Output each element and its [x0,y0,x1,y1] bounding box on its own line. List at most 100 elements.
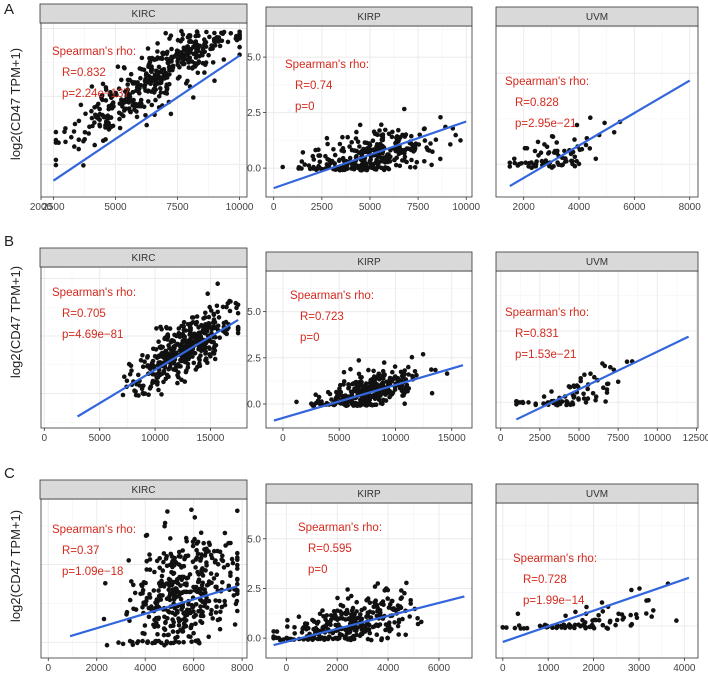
data-point [385,587,391,593]
data-point [194,47,199,53]
data-point [348,389,354,395]
data-point [231,593,237,598]
data-point [402,154,408,160]
data-point [338,382,343,388]
data-point [140,364,146,370]
x-tick-label: 10000 [452,202,480,213]
x-tick-label: 0 [280,433,286,444]
data-point [576,397,581,402]
data-point [390,369,395,375]
data-point [371,374,377,379]
data-point [406,386,412,391]
data-point [366,627,372,632]
data-point [181,639,186,645]
data-point [600,609,606,614]
data-point [175,37,181,43]
data-point [611,130,617,135]
data-point [206,314,212,320]
data-point [433,137,439,142]
spearman-header: Spearman's rho: [298,522,382,534]
data-point [206,579,212,584]
data-point [344,607,350,613]
data-point [329,158,335,164]
data-point [103,581,108,586]
data-point [221,57,227,62]
data-point [215,323,221,329]
data-point [237,31,242,37]
data-point [410,145,415,150]
data-point [164,84,169,90]
data-point [121,113,126,119]
data-point [122,65,127,71]
data-point [178,627,183,633]
data-point [328,617,334,623]
data-point [186,356,191,362]
data-point [176,618,182,624]
x-tick-label: 1000 [537,663,560,674]
x-tick-label: 8000 [231,663,254,674]
data-point [568,151,574,157]
data-point [210,616,215,621]
data-point [348,366,353,372]
x-tick-label: 0 [498,433,504,444]
data-point [332,152,338,158]
data-point [522,145,528,151]
data-point [207,346,212,352]
data-point [159,371,165,377]
data-point [235,557,240,562]
data-point [340,603,346,609]
data-point [158,90,164,95]
data-point [554,625,559,631]
data-point [149,55,155,61]
data-point [181,57,186,63]
y-axis-label-c: log2(CD47 TPM+1) [8,510,23,622]
x-tick-label: 5000 [328,433,351,444]
data-point [132,590,138,596]
data-point [179,577,184,583]
x-tick-label: 0 [284,663,290,674]
data-point [327,391,333,397]
data-point [202,603,207,609]
x-tick-label: 7500 [407,202,430,213]
data-point [153,97,158,103]
spearman-r-value: R=0.723 [300,311,344,323]
data-point [217,598,222,604]
data-point [78,102,84,108]
data-point [161,559,166,565]
data-point [317,611,323,617]
data-point [220,580,225,585]
x-tick-label: 7500 [607,433,630,444]
data-point [340,134,345,140]
data-point [156,94,162,99]
data-point [76,118,82,124]
data-point [637,586,642,591]
data-point [175,55,181,61]
data-point [211,548,217,554]
data-point [316,153,321,158]
data-point [305,637,311,642]
data-point [109,106,115,111]
data-point [217,335,222,341]
data-point [397,604,403,609]
x-tick-label: 6000 [623,202,646,213]
data-point [343,611,349,617]
data-point [380,368,386,374]
strip-header [495,251,699,272]
data-point [147,366,153,372]
data-point [204,563,209,568]
data-point [414,372,419,378]
data-point [520,400,525,405]
data-point [356,358,362,363]
data-point [533,402,538,408]
data-point [200,580,205,586]
data-point [367,158,373,164]
data-point [151,588,157,593]
data-point [154,68,159,74]
data-point [215,548,220,554]
data-point [328,613,334,618]
data-point [185,341,190,347]
data-point [386,605,392,610]
data-point [63,139,68,145]
spearman-header: Spearman's rho: [52,524,136,536]
